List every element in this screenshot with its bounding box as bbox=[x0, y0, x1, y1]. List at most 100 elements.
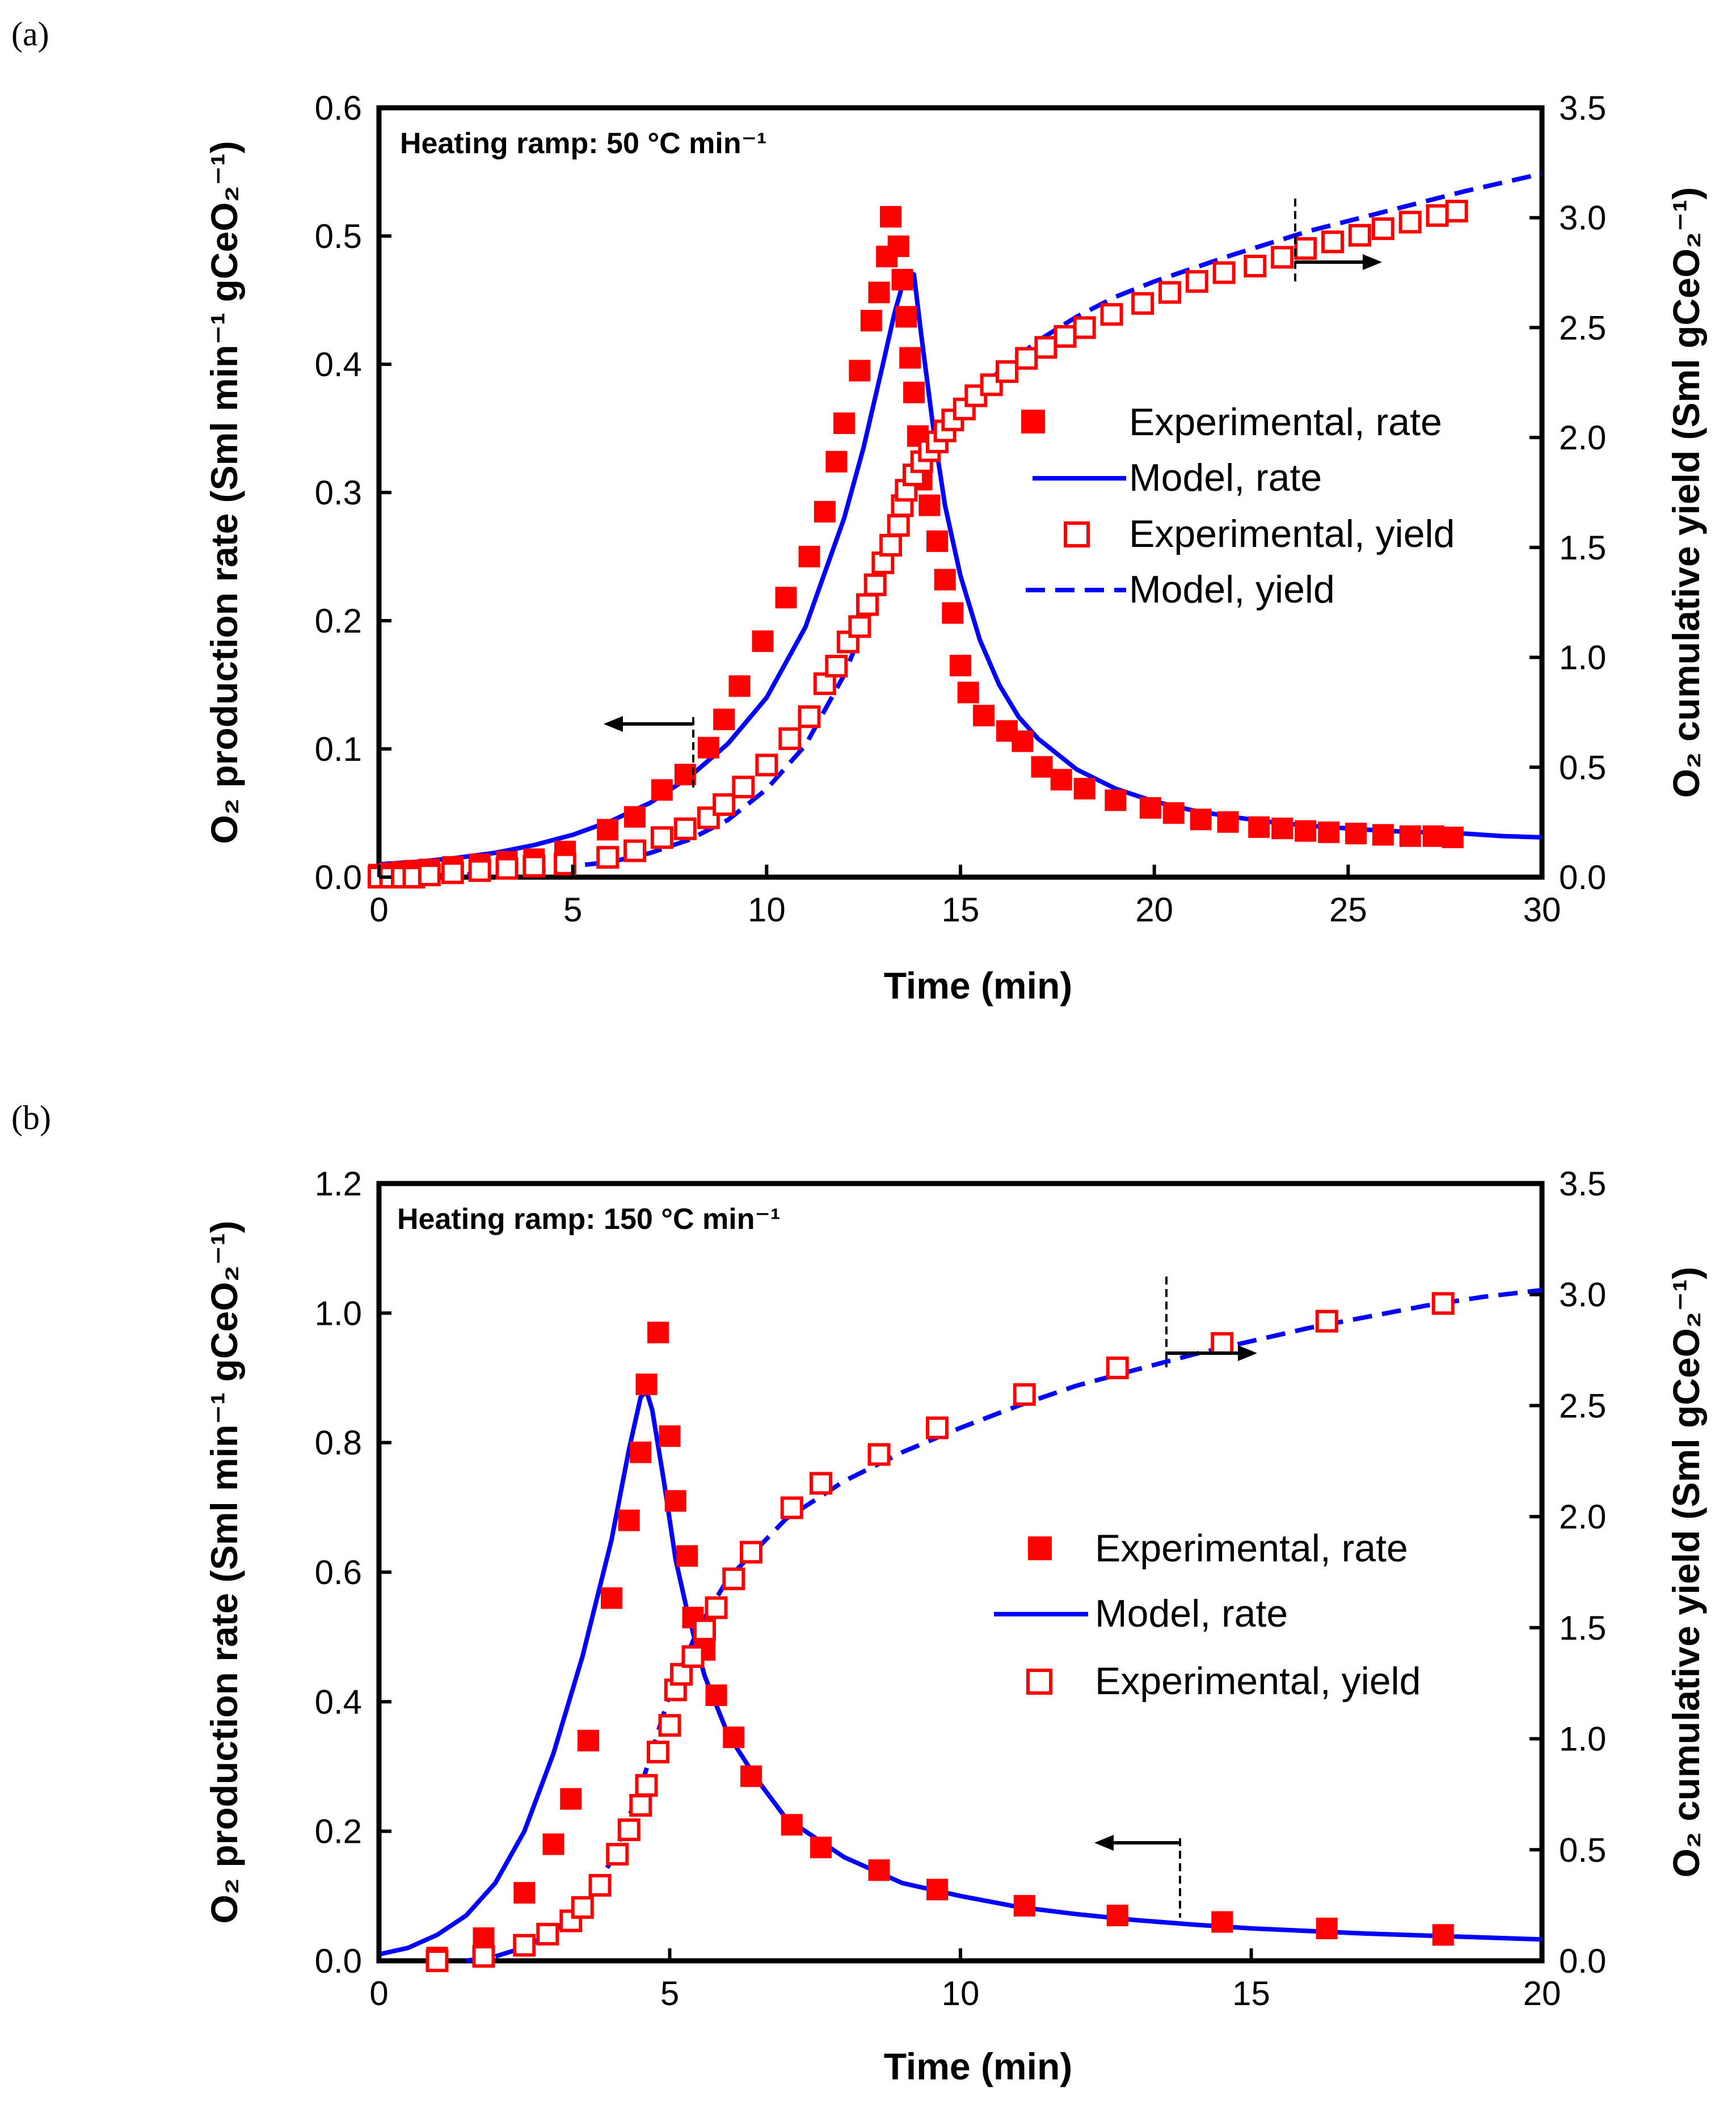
data-point-experimental-rate bbox=[542, 1833, 564, 1855]
data-point-experimental-yield bbox=[1426, 204, 1449, 227]
left-y-tick-label: 1.0 bbox=[315, 1294, 362, 1332]
data-point-experimental-rate bbox=[601, 1587, 622, 1609]
plot-series-a bbox=[368, 171, 1543, 888]
left-y-axis-title-a: O₂ production rate (Sml min⁻¹ gCeO₂⁻¹) bbox=[203, 141, 245, 844]
data-point-experimental-rate bbox=[659, 1425, 681, 1447]
data-point-experimental-rate bbox=[942, 602, 964, 624]
legend-label-model-rate-b: Model, rate bbox=[1095, 1592, 1288, 1635]
data-point-experimental-rate bbox=[1073, 778, 1095, 800]
data-point-experimental-yield bbox=[778, 727, 802, 750]
left-y-tick-label: 0.2 bbox=[315, 602, 362, 640]
data-point-experimental-yield bbox=[596, 846, 620, 869]
left-y-tick-label: 0.3 bbox=[315, 474, 362, 512]
data-point-experimental-rate bbox=[728, 675, 751, 697]
data-point-experimental-rate bbox=[705, 1684, 727, 1706]
data-point-experimental-yield bbox=[588, 1873, 612, 1897]
legend-label-model-yield-a: Model, yield bbox=[1129, 568, 1335, 611]
data-point-experimental-yield bbox=[856, 593, 879, 616]
data-point-experimental-yield bbox=[425, 1949, 449, 1972]
data-point-experimental-yield bbox=[926, 1416, 949, 1439]
x-tick-label: 0 bbox=[369, 1974, 388, 2012]
panel-label-b: (b) bbox=[11, 1099, 51, 1136]
data-point-experimental-rate bbox=[926, 530, 948, 552]
left-y-tick-label: 0.0 bbox=[315, 858, 362, 896]
right-y-tick-label: 2.0 bbox=[1559, 419, 1606, 457]
data-point-experimental-rate bbox=[1432, 1924, 1454, 1946]
right-axis-arrow-b bbox=[1165, 1277, 1257, 1367]
data-point-experimental-rate bbox=[973, 705, 995, 727]
x-axis-title-a: Time (min) bbox=[884, 965, 1072, 1007]
data-point-experimental-rate bbox=[1211, 1911, 1233, 1933]
data-point-experimental-yield bbox=[1445, 200, 1468, 223]
data-point-experimental-yield bbox=[693, 1618, 716, 1641]
data-point-experimental-rate bbox=[651, 779, 673, 801]
x-axis-title-b: Time (min) bbox=[884, 2045, 1072, 2087]
right-y-tick-label: 1.5 bbox=[1559, 1609, 1606, 1647]
data-point-experimental-rate bbox=[849, 360, 871, 382]
left-y-tick-label: 0.4 bbox=[315, 1683, 362, 1721]
x-tick-label: 20 bbox=[1135, 891, 1173, 929]
right-y-tick-label: 3.5 bbox=[1559, 1165, 1606, 1203]
x-tick-group-b: 0 5 10 15 20 bbox=[369, 1948, 1561, 2012]
right-y-axis-title-a: O₂ cumulative yield (Sml gCeO₂⁻¹) bbox=[1665, 187, 1707, 798]
data-point-experimental-yield bbox=[658, 1714, 681, 1737]
data-point-experimental-rate bbox=[1399, 825, 1421, 847]
left-y-tick-group-a: 0.0 0.1 0.2 0.3 0.4 0.5 0.6 bbox=[315, 89, 391, 896]
data-point-experimental-yield bbox=[798, 705, 821, 728]
data-point-experimental-rate bbox=[1106, 1905, 1128, 1927]
annotation-heating-ramp-b: Heating ramp: 150 °C min⁻¹ bbox=[397, 1203, 780, 1236]
data-point-experimental-yield bbox=[825, 655, 848, 678]
data-point-experimental-rate bbox=[775, 587, 797, 609]
right-y-tick-label: 0.0 bbox=[1559, 858, 1606, 896]
data-point-experimental-yield bbox=[1315, 1309, 1338, 1333]
data-point-experimental-rate bbox=[697, 736, 719, 759]
data-point-experimental-rate bbox=[647, 1321, 669, 1344]
right-y-tick-label: 0.5 bbox=[1559, 1831, 1606, 1869]
data-point-experimental-rate bbox=[1105, 789, 1127, 811]
data-point-experimental-yield bbox=[705, 1596, 728, 1619]
data-point-experimental-yield bbox=[996, 360, 1018, 383]
data-point-experimental-yield bbox=[1294, 237, 1317, 260]
right-y-tick-label: 1.0 bbox=[1559, 639, 1606, 677]
right-y-tick-label: 2.0 bbox=[1559, 1498, 1606, 1536]
x-tick-label: 5 bbox=[563, 891, 582, 929]
plot-area-b bbox=[376, 1181, 1545, 1964]
left-y-tick-label: 0.6 bbox=[315, 89, 362, 127]
data-point-experimental-yield bbox=[713, 793, 736, 816]
data-point-experimental-rate bbox=[860, 310, 882, 332]
data-point-experimental-rate bbox=[934, 568, 956, 591]
data-point-experimental-yield bbox=[848, 615, 871, 638]
right-y-axis-title-b: O₂ cumulative yield (Sml gCeO₂⁻¹) bbox=[1665, 1267, 1707, 1877]
x-tick-label: 30 bbox=[1523, 891, 1561, 929]
legend-marker-exp-rate-a bbox=[1021, 410, 1045, 433]
data-point-experimental-rate bbox=[899, 347, 921, 369]
x-tick-group-a: 0 5 10 15 20 25 30 bbox=[369, 865, 1561, 929]
right-y-tick-label: 0.0 bbox=[1559, 1942, 1606, 1980]
data-point-experimental-rate bbox=[1139, 797, 1161, 819]
data-point-experimental-rate bbox=[810, 1837, 832, 1859]
data-point-experimental-rate bbox=[1442, 826, 1464, 848]
data-point-experimental-rate bbox=[868, 281, 890, 304]
data-point-experimental-rate bbox=[1345, 823, 1367, 845]
right-y-tick-label: 2.5 bbox=[1559, 309, 1606, 347]
data-point-experimental-yield bbox=[617, 1818, 641, 1842]
data-point-experimental-rate bbox=[798, 546, 820, 567]
data-point-experimental-yield bbox=[1371, 217, 1394, 241]
data-point-experimental-rate bbox=[630, 1441, 652, 1463]
data-point-experimental-yield bbox=[681, 1645, 705, 1668]
x-tick-label: 10 bbox=[942, 1974, 980, 2012]
data-point-experimental-yield bbox=[647, 1741, 669, 1764]
data-point-experimental-yield bbox=[1054, 325, 1077, 348]
data-point-experimental-rate bbox=[635, 1373, 658, 1395]
data-point-experimental-rate bbox=[950, 655, 971, 677]
data-point-experimental-rate bbox=[833, 412, 855, 434]
data-point-experimental-yield bbox=[418, 864, 441, 887]
data-point-experimental-yield bbox=[1212, 261, 1236, 284]
data-point-experimental-yield bbox=[1106, 1356, 1129, 1379]
data-point-experimental-yield bbox=[673, 817, 697, 840]
left-y-tick-label: 0.4 bbox=[315, 346, 362, 384]
left-y-tick-label: 0.8 bbox=[315, 1424, 362, 1462]
right-y-tick-label: 3.5 bbox=[1559, 89, 1606, 127]
right-y-tick-label: 3.0 bbox=[1559, 199, 1606, 237]
legend-b: Experimental, rate Model, rate Experimen… bbox=[994, 1527, 1421, 1703]
